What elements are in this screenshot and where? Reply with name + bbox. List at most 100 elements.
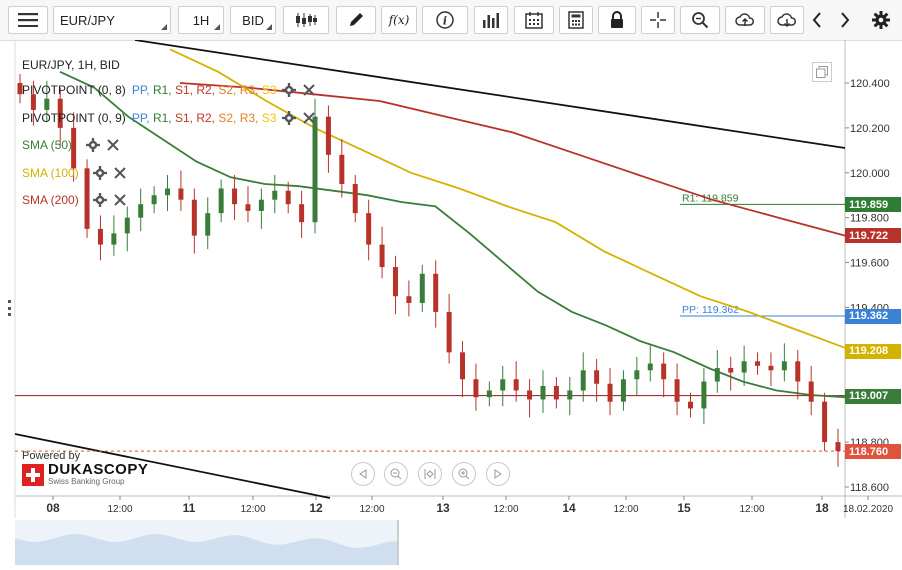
candles-icon <box>296 13 317 27</box>
close-icon[interactable] <box>113 193 127 207</box>
gear-icon[interactable] <box>92 193 107 207</box>
nav-forward-button[interactable] <box>486 462 510 486</box>
indicator-pivot-1[interactable]: PIVOTPOINT (0, 8) PP, R1, S1, R2, S2, R3… <box>22 83 316 97</box>
zoom-out-icon <box>390 468 402 480</box>
candle-body <box>285 190 291 205</box>
brand-sub: Swiss Banking Group <box>48 477 125 486</box>
powered-by-text: Powered by <box>22 450 81 462</box>
candle-body <box>580 370 586 391</box>
popout-button[interactable] <box>812 62 832 82</box>
cloud-upload-icon <box>735 13 754 26</box>
x-tick-label: 12:00 <box>240 504 265 515</box>
triangle-right-icon <box>494 469 502 479</box>
gear-icon[interactable] <box>282 83 297 97</box>
level-s1: S1, <box>174 111 197 125</box>
popout-icon <box>816 66 828 78</box>
price-chart[interactable]: 120.400120.200120.000119.800119.600119.4… <box>0 40 902 520</box>
close-icon[interactable] <box>302 83 316 97</box>
resize-handle[interactable] <box>8 300 12 316</box>
indicator-sma-100[interactable]: SMA (100) <box>22 166 127 180</box>
candle-body <box>781 361 787 371</box>
indicator-pivot-2[interactable]: PIVOTPOINT (0, 9) PP, R1, S1, R2, S2, R3… <box>22 111 316 125</box>
indicators-button[interactable]: f(x) <box>381 6 417 34</box>
menu-button[interactable] <box>8 6 48 34</box>
lock-button[interactable] <box>598 6 636 34</box>
y-tick-label: 118.600 <box>850 482 889 494</box>
level-s1: S1, <box>174 83 197 97</box>
close-icon[interactable] <box>302 111 316 125</box>
nav-fit-button[interactable] <box>418 462 442 486</box>
navigator-chart[interactable] <box>0 520 902 565</box>
svg-text:i: i <box>443 15 447 28</box>
period-select[interactable]: 1H <box>178 6 224 34</box>
close-icon[interactable] <box>113 166 127 180</box>
candle-body <box>634 370 640 380</box>
candle-body <box>151 195 157 205</box>
candle-body <box>406 296 412 303</box>
nav-zoom-out-button[interactable] <box>384 462 408 486</box>
dukascopy-logo: Powered by DUKASCOPY Swiss Banking Group <box>22 450 148 486</box>
candle-body <box>44 98 50 110</box>
candle-body <box>822 401 828 443</box>
dropdown-corner-icon <box>214 24 220 30</box>
calendar-button[interactable] <box>514 6 554 34</box>
indicator-levels: PP, R1, S1, R2, S2, R3, S3 <box>132 111 277 125</box>
x-tick-label: 12:00 <box>739 504 764 515</box>
info-button[interactable]: i <box>422 6 468 34</box>
chart-type-button[interactable] <box>283 6 329 34</box>
level-r2: R2, <box>196 111 219 125</box>
level-pp: PP, <box>131 111 153 125</box>
scroll-left-button[interactable] <box>806 6 828 34</box>
y-tick-label: 119.800 <box>850 213 889 225</box>
indicator-sma-200[interactable]: SMA (200) <box>22 193 127 207</box>
price-tag: 119.859 <box>845 197 901 213</box>
calculator-button[interactable] <box>559 6 593 34</box>
side-label: BID <box>242 12 264 28</box>
gear-icon[interactable] <box>86 138 101 152</box>
hamburger-icon <box>18 13 38 27</box>
indicator-sma-50[interactable]: SMA (50) <box>22 138 120 152</box>
candle-body <box>674 379 680 402</box>
crosshair-button[interactable] <box>641 6 675 34</box>
candle-body <box>419 273 425 303</box>
gear-icon[interactable] <box>282 111 297 125</box>
dropdown-corner-icon <box>161 24 167 30</box>
level-s2: S2, <box>218 83 240 97</box>
settings-button[interactable] <box>867 6 895 34</box>
candle-body <box>687 401 693 409</box>
instrument-select[interactable]: EUR/JPY <box>53 6 171 34</box>
level-r2: R2, <box>196 83 219 97</box>
trend-line-upper <box>134 40 846 149</box>
download-button[interactable] <box>770 6 804 34</box>
candle-body <box>325 116 331 155</box>
pencil-icon <box>350 13 363 26</box>
x-tick-label: 12 <box>309 501 323 515</box>
x-tick-label: 13 <box>436 501 450 515</box>
dropdown-corner-icon <box>266 24 272 30</box>
candle-body <box>30 94 36 110</box>
candle-body <box>540 386 546 400</box>
zoom-in-icon <box>458 468 470 480</box>
x-tick-label: 14 <box>562 501 576 515</box>
x-tick-label: 12:00 <box>613 504 638 515</box>
upload-button[interactable] <box>725 6 765 34</box>
zoom-button[interactable] <box>680 6 720 34</box>
nav-zoom-in-button[interactable] <box>452 462 476 486</box>
price-tag: 119.007 <box>845 388 901 404</box>
sma-100-line <box>169 48 846 349</box>
indicator-label: SMA (200) <box>22 193 79 207</box>
level-r3: R3, <box>239 83 262 97</box>
gear-icon[interactable] <box>92 166 107 180</box>
navigator-overview[interactable] <box>0 520 902 565</box>
y-tick-label: 120.200 <box>850 123 890 135</box>
draw-tool-button[interactable] <box>336 6 376 34</box>
chart-area[interactable]: 120.400120.200120.000119.800119.600119.4… <box>0 40 902 520</box>
scroll-right-button[interactable] <box>834 6 856 34</box>
close-icon[interactable] <box>106 138 120 152</box>
nav-back-button[interactable] <box>351 462 375 486</box>
side-select[interactable]: BID <box>230 6 276 34</box>
volume-button[interactable] <box>474 6 508 34</box>
candle-body <box>165 188 171 196</box>
candle-body <box>594 370 600 384</box>
candle-body <box>728 368 734 373</box>
